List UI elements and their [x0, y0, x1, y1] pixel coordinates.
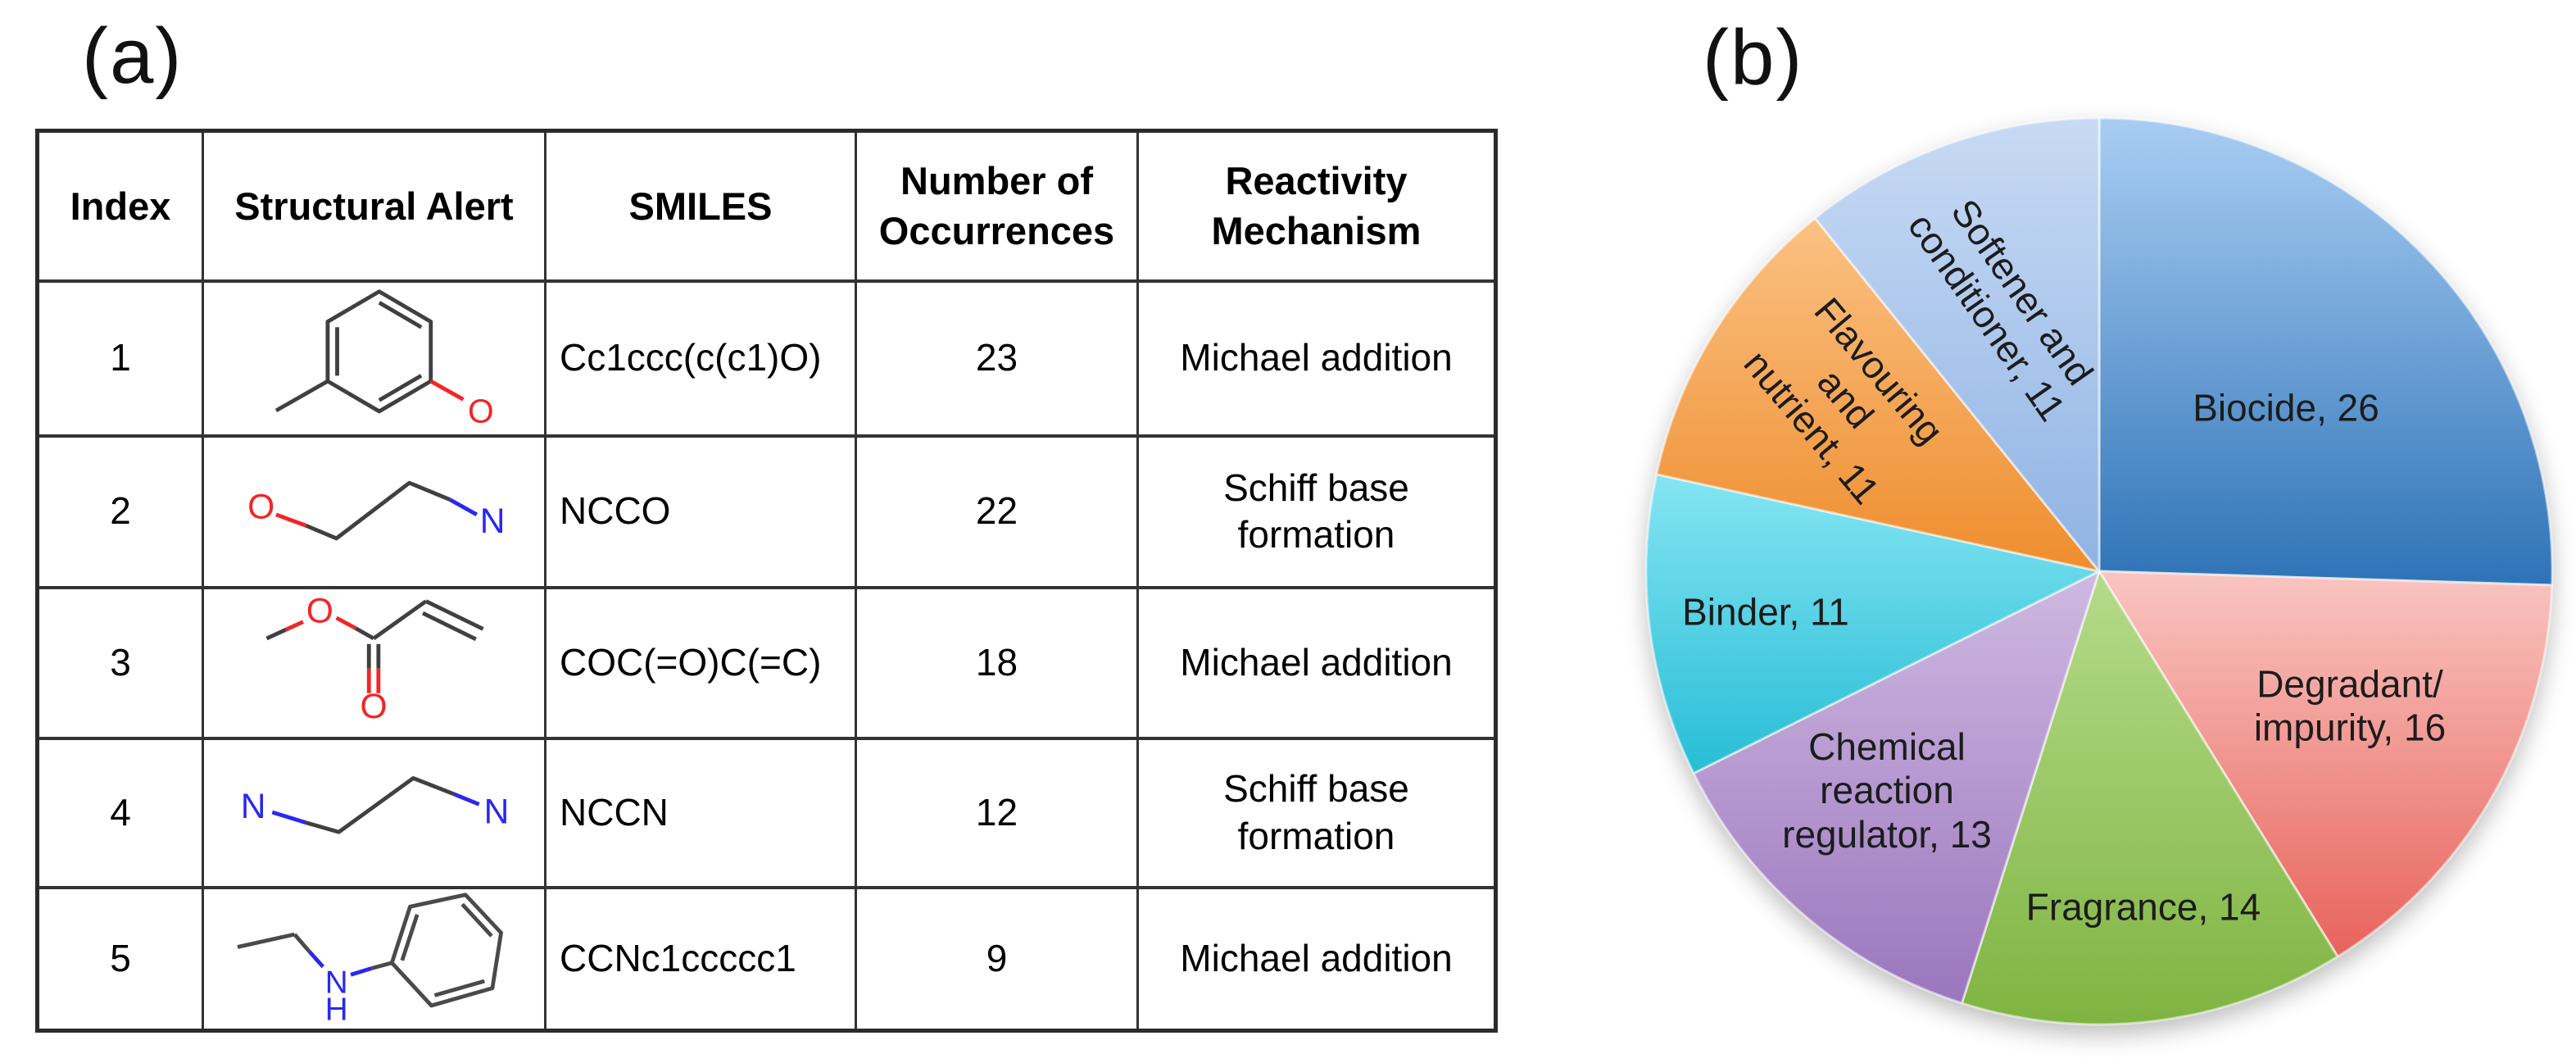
pie-label-line: regulator, 13 [1782, 812, 1992, 856]
panel-b-label: (b) [1703, 14, 1804, 102]
cell-occurrences-4: 12 [855, 737, 1139, 888]
structural-alert-table: Index Structural Alert SMILES Number of … [35, 129, 1498, 1033]
header-occurrences: Number of Occurrences [855, 129, 1139, 282]
pie-label-line: Binder, 11 [1682, 590, 1849, 634]
pie-label-degradant-impurity: Degradant/impurity, 16 [2254, 663, 2446, 751]
cell-index-3: 3 [36, 586, 204, 739]
cell-occurrences-1: 23 [855, 279, 1139, 437]
cell-smiles-4: NCCN [544, 737, 857, 888]
mechanism-text: Schiff base formation [1223, 466, 1409, 556]
pie-label-line: Chemical [1808, 725, 1966, 768]
header-occurrences-text: Number of Occurrences [878, 159, 1115, 253]
mechanism-text: Michael addition [1180, 336, 1453, 379]
molecule-ethylenediamine-fragment: N N [241, 775, 510, 834]
cell-structure-4: N N [202, 737, 546, 888]
cell-smiles-1: Cc1ccc(c(c1)O) [544, 279, 857, 437]
pie-label-line: reaction [1820, 769, 1954, 812]
mechanism-text: Michael addition [1180, 640, 1453, 684]
cell-smiles-5: CCNc1ccccc1 [544, 886, 857, 1032]
cell-smiles-3: COC(=O)C(=C) [544, 586, 857, 739]
molecule-methyl-acrylate-fragment: O O [265, 591, 484, 725]
header-mechanism-text: Reactivity Mechanism [1211, 159, 1422, 253]
cell-structure-3: O O [202, 586, 546, 739]
atom-label-N: N [484, 792, 510, 831]
cell-structure-5: N H [202, 886, 546, 1032]
cell-structure-1: O [202, 279, 546, 437]
pie-slice-biocide [2098, 116, 2554, 587]
table-row: 3 O O COC(=O)C(=C) 18 Michael addition [36, 586, 1497, 739]
atom-label-O: O [361, 686, 388, 725]
pie-slice-binder [1644, 473, 2101, 775]
pie-slice-fragrance [1960, 570, 2339, 1026]
cell-index-5: 5 [36, 886, 204, 1032]
cell-mechanism-4: Schiff base formation [1136, 737, 1497, 888]
molecule-cresol-fragment: O [274, 288, 494, 429]
molecule-n-ethylaniline-fragment: N H [237, 893, 503, 1028]
pie-label-line: Degradant/ [2256, 662, 2443, 706]
pie-label-line: impurity, 16 [2253, 706, 2447, 749]
cell-index-2: 2 [36, 434, 204, 588]
atom-label-O: O [468, 392, 494, 429]
pie-label-chemical-reaction-regulator: Chemical reaction regulator, 13 [1782, 725, 1992, 856]
atom-label-N: N [480, 502, 506, 541]
pie-slice-degradant-impurity [2098, 570, 2554, 958]
pie-chart [1644, 116, 2554, 1026]
molecule-aminoethanol-fragment: O N [247, 480, 506, 541]
cell-mechanism-1: Michael addition [1136, 279, 1497, 437]
cell-structure-2: O N [202, 434, 546, 588]
cell-mechanism-5: Michael addition [1136, 886, 1497, 1032]
pie-slice-softener-and-conditioner [1813, 116, 2101, 573]
atom-label-N: N [325, 965, 348, 1001]
pie-label-binder: Binder, 11 [1682, 590, 1849, 634]
panel-a-label: (a) [82, 12, 184, 100]
cell-occurrences-5: 9 [855, 886, 1139, 1032]
atom-label-O: O [306, 591, 333, 630]
table-row: 4 N N NCCN 12 Schiff base formation [36, 737, 1497, 888]
cell-occurrences-2: 22 [855, 434, 1139, 588]
pie-label-biocide: Biocide, 26 [2193, 386, 2379, 429]
header-structural-alert: Structural Alert [202, 129, 546, 282]
cell-occurrences-3: 18 [855, 586, 1139, 739]
mechanism-text: Schiff base formation [1223, 767, 1409, 857]
table-row: 2 O N NCCO 22 Schiff base formation [36, 434, 1497, 588]
mechanism-text: Michael addition [1180, 937, 1453, 979]
cell-mechanism-2: Schiff base formation [1136, 434, 1497, 588]
cell-index-1: 1 [36, 279, 204, 437]
table-header-row: Index Structural Alert SMILES Number of … [36, 129, 1497, 282]
pie-label-fragrance: Fragrance, 14 [2026, 885, 2261, 929]
header-index: Index [36, 129, 204, 282]
pie-slice-flavouring-and-nutrient [1655, 216, 2101, 573]
header-smiles: SMILES [544, 129, 857, 282]
header-mechanism: Reactivity Mechanism [1136, 129, 1497, 282]
pie-label-line: Biocide, 26 [2193, 386, 2379, 429]
table-row: 5 N H CCNc1ccccc1 9 Michael addition [36, 886, 1497, 1032]
cell-smiles-2: NCCO [544, 434, 857, 588]
pie-slice-chemical-reaction-regulator [1692, 570, 2101, 1005]
atom-label-H: H [325, 993, 348, 1028]
pie-label-line: Fragrance, 14 [2025, 885, 2261, 929]
cell-mechanism-3: Michael addition [1136, 586, 1497, 739]
table-row: 1 O Cc1ccc(c(c1)O) 23 Michael addition [36, 279, 1497, 437]
cell-index-4: 4 [36, 737, 204, 888]
atom-label-O: O [247, 487, 274, 526]
atom-label-N: N [241, 786, 266, 825]
